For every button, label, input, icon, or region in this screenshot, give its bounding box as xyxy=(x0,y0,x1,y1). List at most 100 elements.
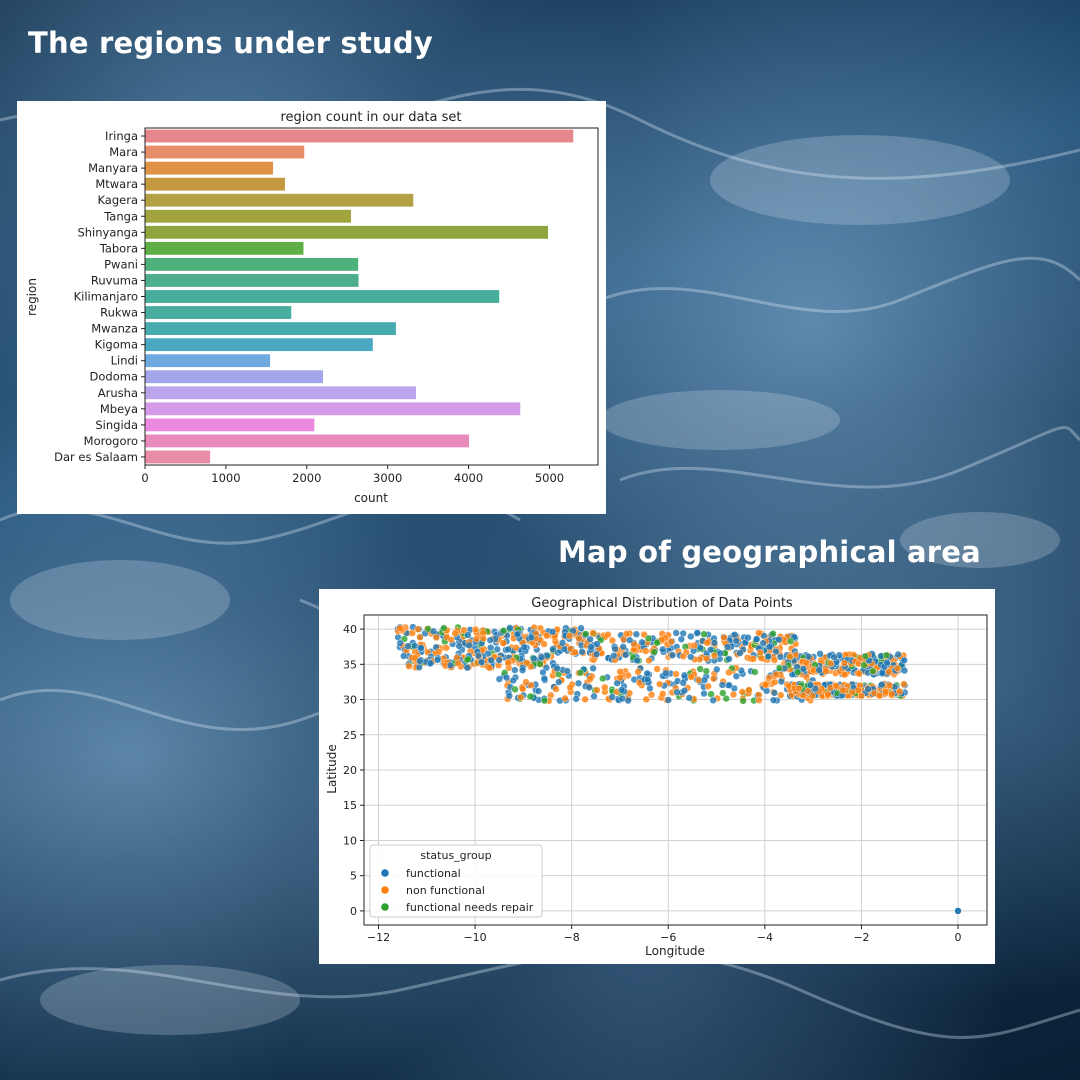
data-point xyxy=(471,625,480,634)
y-tick-label: 35 xyxy=(343,658,357,671)
data-point xyxy=(672,670,680,678)
data-point xyxy=(400,652,408,660)
data-point xyxy=(499,639,508,647)
legend-title: status_group xyxy=(420,849,491,862)
data-point xyxy=(509,676,517,685)
y-tick-label: 25 xyxy=(343,729,357,742)
legend-marker xyxy=(381,869,389,877)
data-point xyxy=(725,681,733,689)
x-axis-label: Longitude xyxy=(645,944,705,958)
data-point xyxy=(592,650,601,658)
data-point xyxy=(549,645,557,653)
data-point xyxy=(517,693,525,701)
y-tick-label: Pwani xyxy=(104,257,138,271)
data-point xyxy=(622,630,631,638)
data-point xyxy=(703,639,711,647)
data-point xyxy=(806,681,815,689)
data-point xyxy=(673,688,681,696)
y-tick-label: 40 xyxy=(343,623,357,636)
data-point xyxy=(861,652,870,660)
data-point xyxy=(417,644,425,652)
data-point xyxy=(599,674,607,683)
data-point xyxy=(702,654,711,663)
data-point xyxy=(771,678,779,686)
data-point xyxy=(732,672,740,680)
plot-frame xyxy=(363,614,988,926)
data-point xyxy=(672,629,680,637)
data-point xyxy=(739,697,747,705)
data-point xyxy=(656,680,664,688)
data-point xyxy=(540,674,548,683)
data-point xyxy=(749,655,757,663)
data-point xyxy=(804,653,813,661)
data-point xyxy=(451,629,459,638)
data-point xyxy=(696,644,704,652)
data-point xyxy=(696,665,704,673)
data-point xyxy=(830,653,838,661)
data-point xyxy=(555,678,563,686)
data-point xyxy=(777,677,785,686)
data-point xyxy=(560,645,569,653)
y-axis-label: region xyxy=(25,278,39,316)
data-point xyxy=(505,692,513,700)
data-point xyxy=(634,668,642,676)
geo-scatter-chart: Geographical Distribution of Data Points… xyxy=(325,596,988,958)
data-point xyxy=(882,651,891,659)
y-tick-label: Ruvuma xyxy=(91,273,138,287)
bar-pwani xyxy=(145,257,359,271)
x-tick-label: 3000 xyxy=(373,471,402,485)
data-point xyxy=(679,679,687,687)
data-point xyxy=(464,655,472,663)
data-point xyxy=(487,656,495,664)
data-point xyxy=(645,656,653,665)
data-point xyxy=(677,635,685,643)
data-point xyxy=(577,624,585,632)
y-tick-label: Singida xyxy=(95,418,138,432)
data-point xyxy=(799,665,808,673)
data-point xyxy=(522,678,530,686)
data-point xyxy=(860,661,868,669)
data-point xyxy=(619,643,627,651)
data-point xyxy=(590,692,598,700)
data-point xyxy=(755,629,763,637)
data-point xyxy=(527,633,536,641)
y-tick-label: Mwanza xyxy=(91,322,138,336)
bar-arusha xyxy=(145,386,416,400)
data-point xyxy=(503,674,511,682)
y-tick-label: Rukwa xyxy=(100,306,138,320)
data-point xyxy=(552,685,560,693)
data-point xyxy=(685,694,693,702)
x-tick-label: 4000 xyxy=(454,471,483,485)
data-point xyxy=(638,638,646,646)
data-point xyxy=(472,635,480,643)
data-point xyxy=(485,664,494,672)
data-point xyxy=(659,645,667,653)
data-point xyxy=(446,661,455,669)
data-point xyxy=(827,659,835,667)
y-tick-label: Iringa xyxy=(105,129,138,143)
data-point xyxy=(723,643,732,651)
data-point xyxy=(761,681,770,689)
data-point xyxy=(690,641,698,650)
data-point xyxy=(593,686,601,694)
data-point xyxy=(755,696,763,704)
data-point xyxy=(900,680,908,688)
data-point xyxy=(618,695,626,703)
data-point xyxy=(731,631,739,639)
data-point xyxy=(610,652,618,660)
data-point xyxy=(885,668,893,676)
data-point xyxy=(875,691,884,700)
data-point xyxy=(414,625,422,633)
data-point xyxy=(455,642,463,650)
data-point xyxy=(642,695,650,704)
data-point xyxy=(707,690,715,698)
bar-mbeya xyxy=(145,402,521,416)
data-point xyxy=(787,637,795,645)
bar-singida xyxy=(145,418,315,432)
data-point xyxy=(561,694,569,702)
bar-kagera xyxy=(145,193,414,207)
legend-marker xyxy=(381,903,389,911)
legend-label: functional needs repair xyxy=(406,901,534,914)
data-point xyxy=(622,651,630,659)
data-point xyxy=(709,696,717,704)
